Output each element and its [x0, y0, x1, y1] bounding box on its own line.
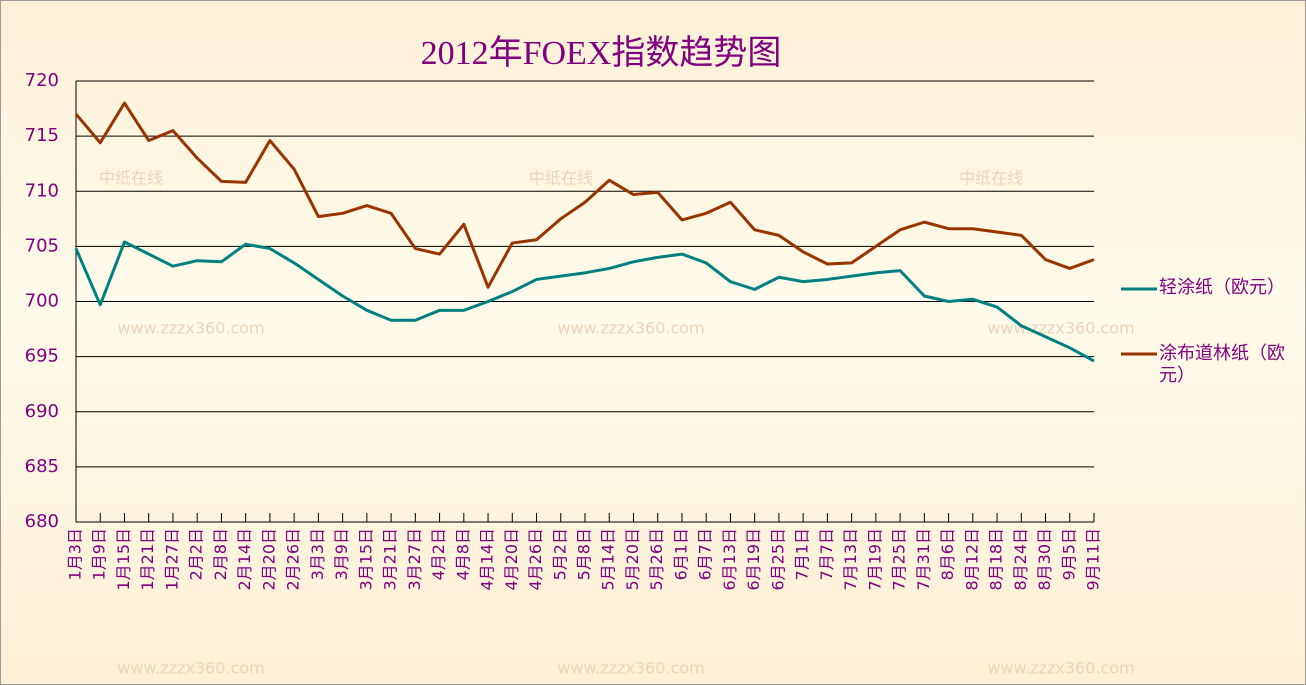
x-tick-label: 8月12日	[962, 528, 981, 591]
watermark: www.zzzx360.com	[987, 319, 1134, 338]
x-tick-label: 2月20日	[259, 528, 278, 591]
watermark: www.zzzx360.com	[117, 659, 264, 678]
x-tick-label: 1月21日	[138, 528, 157, 591]
x-tick-label: 9月5日	[1059, 528, 1078, 580]
x-tick-label: 3月9日	[332, 528, 351, 580]
x-tick-label: 4月8日	[453, 528, 472, 580]
x-tick-label: 7月31日	[914, 528, 933, 591]
x-tick-label: 8月18日	[987, 528, 1006, 591]
x-tick-label: 3月21日	[381, 528, 400, 591]
x-tick-label: 3月15日	[356, 528, 375, 591]
x-tick-label: 5月14日	[599, 528, 618, 591]
chart-container: 2012年FOEX指数趋势图 中纸在线 中纸在线 中纸在线 www.zzzx360.c…	[0, 0, 1306, 685]
watermark: www.zzzx360.com	[557, 319, 704, 338]
x-tick-label: 6月19日	[744, 528, 763, 591]
y-tick-label: 690	[25, 401, 59, 422]
x-tick-label: 2月8日	[211, 528, 230, 580]
legend-entry: 轻涂纸（欧元）	[1159, 277, 1289, 299]
x-tick-label: 7月19日	[865, 528, 884, 591]
watermark: www.zzzx360.com	[987, 659, 1134, 678]
x-tick-label: 8月6日	[938, 528, 957, 580]
x-tick-label: 1月27日	[162, 528, 181, 591]
y-tick-label: 680	[25, 511, 59, 532]
x-tick-label: 6月1日	[671, 528, 690, 580]
y-tick-label: 700	[25, 291, 59, 312]
chart-title: 2012年FOEX指数趋势图	[421, 34, 782, 72]
x-tick-label: 6月25日	[768, 528, 787, 591]
x-tick-label: 4月14日	[478, 528, 497, 591]
x-tick-label: 7月7日	[817, 528, 836, 580]
series-line	[76, 103, 1094, 287]
x-tick-label: 5月20日	[623, 528, 642, 591]
y-tick-label: 720	[25, 70, 59, 91]
x-tick-label: 7月25日	[890, 528, 909, 591]
x-tick-label: 5月8日	[575, 528, 594, 580]
x-tick-label: 3月27日	[405, 528, 424, 591]
watermark: www.zzzx360.com	[557, 659, 704, 678]
x-tick-label: 4月2日	[429, 528, 448, 580]
x-tick-label: 5月2日	[550, 528, 569, 580]
x-tick-label: 5月26日	[647, 528, 666, 591]
x-tick-label: 1月3日	[66, 528, 85, 580]
y-tick-label: 710	[25, 180, 59, 201]
x-tick-label: 2月2日	[187, 528, 206, 580]
x-tick-label: 4月20日	[502, 528, 521, 591]
x-tick-label: 2月26日	[284, 528, 303, 591]
y-tick-label: 715	[25, 125, 59, 146]
y-tick-label: 695	[25, 346, 59, 367]
y-tick-label: 705	[25, 235, 59, 256]
x-tick-label: 8月24日	[1011, 528, 1030, 591]
watermark: www.zzzx360.com	[117, 319, 264, 338]
chart: 2012年FOEX指数趋势图 中纸在线 中纸在线 中纸在线 www.zzzx360.c…	[1, 1, 1305, 684]
watermark: 中纸在线	[529, 169, 593, 188]
x-tick-label: 6月7日	[696, 528, 715, 580]
watermark: 中纸在线	[99, 169, 163, 188]
x-tick-label: 8月30日	[1035, 528, 1054, 591]
y-tick-label: 685	[25, 456, 59, 477]
x-tick-label: 1月15日	[114, 528, 133, 591]
x-tick-label: 7月13日	[841, 528, 860, 591]
x-tick-label: 4月26日	[526, 528, 545, 591]
legend-entry: 涂布道林纸（欧元）	[1159, 343, 1289, 387]
x-tick-label: 7月1日	[793, 528, 812, 580]
x-tick-label: 9月11日	[1084, 528, 1103, 591]
x-tick-label: 6月13日	[720, 528, 739, 591]
x-tick-label: 2月14日	[235, 528, 254, 591]
x-tick-label: 1月9日	[90, 528, 109, 580]
x-tick-label: 3月3日	[308, 528, 327, 580]
watermark: 中纸在线	[959, 169, 1023, 188]
